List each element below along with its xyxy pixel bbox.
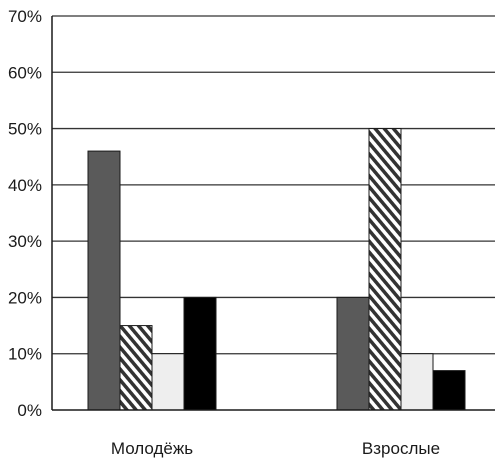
y-tick-label: 0% — [17, 401, 42, 420]
bar-4-2 — [432, 370, 466, 411]
bar-2-1 — [119, 325, 153, 411]
y-tick-label: 10% — [8, 345, 42, 364]
y-axis-tick-labels: 0% 10% 20% 30% 40% 50% 60% 70% — [8, 7, 42, 420]
category-label: Молодёжь — [111, 439, 193, 458]
x-axis-category-labels: Молодёжь Взрослые — [111, 439, 440, 458]
axes — [51, 16, 495, 411]
y-tick-label: 30% — [8, 232, 42, 251]
y-tick-label: 20% — [8, 288, 42, 307]
bars — [87, 128, 466, 411]
y-tick-label: 50% — [8, 120, 42, 139]
bar-3-2 — [400, 353, 434, 411]
gridlines — [52, 15, 495, 355]
bar-3-1 — [151, 353, 185, 411]
bar-1-1 — [87, 150, 121, 411]
bar-4-1 — [183, 296, 217, 411]
y-tick-label: 70% — [8, 7, 42, 26]
y-tick-label: 40% — [8, 176, 42, 195]
y-tick-label: 60% — [8, 63, 42, 82]
bar-1-2 — [336, 296, 370, 411]
category-label: Взрослые — [362, 439, 440, 458]
bar-2-2 — [368, 128, 402, 411]
